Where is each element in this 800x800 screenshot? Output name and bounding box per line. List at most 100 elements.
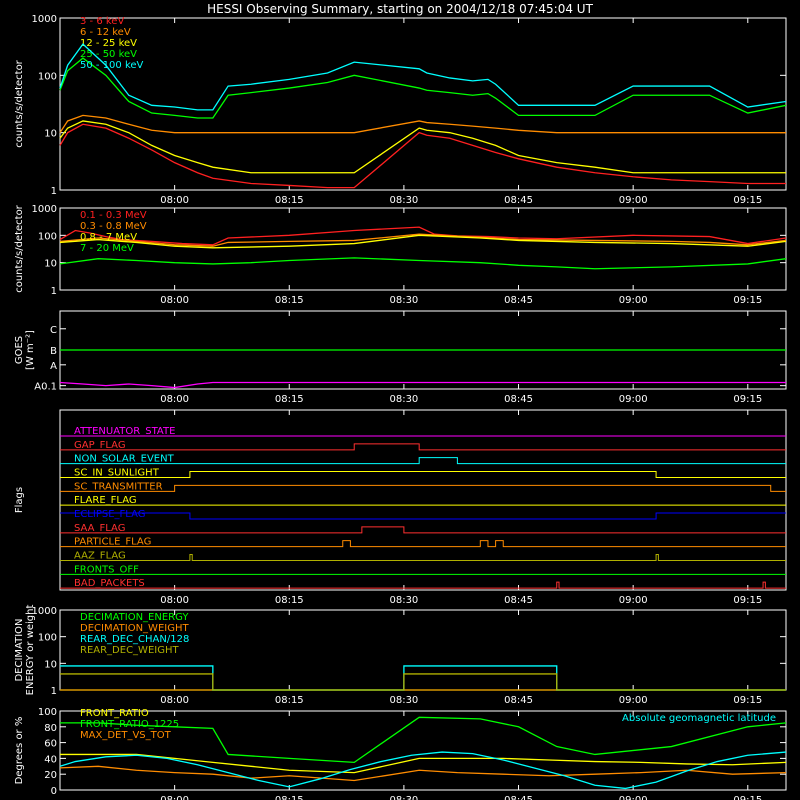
legend-entry: 0.3 - 0.8 MeV	[80, 221, 147, 232]
flag-line	[60, 443, 786, 451]
x-tick-label: 08:00	[160, 195, 189, 206]
flag-label: BAD_PACKETS	[74, 578, 145, 589]
y-tick-label: 10	[44, 259, 57, 270]
flag-line	[60, 484, 786, 492]
x-tick-label: 08:30	[389, 695, 418, 706]
series-line	[59, 43, 787, 111]
series-line	[59, 257, 787, 270]
x-tick-label: 09:15	[733, 695, 762, 706]
series-line	[59, 233, 787, 247]
x-tick-label: 09:00	[619, 795, 648, 800]
x-tick-label: 08:00	[160, 595, 189, 606]
x-tick-label: 08:45	[504, 595, 533, 606]
y-tick-label: 1	[51, 686, 57, 697]
x-tick-label: 08:15	[275, 195, 304, 206]
y-tick-label: A	[50, 361, 57, 372]
panel-ratio: 0 20 40 60 80 100 Degrees or % 08:00 08:15 08:30 0…	[14, 707, 787, 800]
x-tick-label: 08:15	[275, 394, 304, 405]
x-tick-label: 09:00	[619, 195, 648, 206]
legend-entry: 3 - 6 keV	[80, 16, 124, 27]
x-tick-label: 08:00	[160, 795, 189, 800]
series-line	[59, 381, 786, 389]
legend-entry: FRONT_RATIO_1225	[80, 719, 179, 730]
series-line	[59, 123, 786, 189]
panel-frame	[59, 17, 787, 191]
legend-entry: 6 - 12 keV	[80, 27, 131, 38]
y-tick-label: 0	[51, 786, 57, 797]
y-tick-label: 1000	[32, 204, 57, 215]
series-line	[59, 120, 786, 174]
legend-entry: REAR_DEC_WEIGHT	[80, 645, 179, 656]
panel-hi-energy: 1 10 100 1000 counts/s/detector 08:00 08:15 08:…	[14, 204, 787, 306]
flag-line	[60, 581, 786, 589]
flag-label: GAP_FLAG	[74, 440, 126, 451]
chart-title: HESSI Observing Summary, starting on 200…	[207, 2, 593, 16]
x-tick-label: 09:15	[733, 595, 762, 606]
annotation-label: Absolute geomagnetic latitude	[622, 713, 776, 724]
y-tick-label: 10	[44, 659, 57, 670]
flag-label: ATTENUATOR_STATE	[74, 426, 175, 437]
flag-line	[60, 554, 786, 561]
flag-line	[60, 512, 786, 520]
y-tick-label: 80	[44, 723, 57, 734]
y-tick-label: 100	[38, 633, 57, 644]
y-tick-label: 1000	[32, 606, 57, 617]
flag-label: PARTICLE_FLAG	[74, 537, 151, 548]
flag-label: AAZ_FLAG	[74, 551, 126, 562]
y-tick-label: 1000	[32, 14, 57, 25]
series-line	[59, 765, 787, 782]
series-line	[59, 226, 787, 246]
x-tick-label: 08:00	[160, 394, 189, 405]
y-tick-label: 60	[44, 739, 57, 750]
x-tick-label: 08:15	[275, 695, 304, 706]
x-tick-label: 08:45	[504, 795, 533, 800]
y-tick-label: 100	[38, 707, 57, 718]
legend-entry: DECIMATION_WEIGHT	[80, 623, 189, 634]
panel-decimation: 1 10 100 1000 DECIMATION ENERGY or weight 08:0…	[14, 605, 787, 706]
panel-frame	[59, 710, 787, 791]
flag-label: SC_IN_SUNLIGHT	[74, 468, 160, 479]
flag-label: FRONTS_OFF	[74, 564, 139, 575]
flag-line	[60, 540, 786, 548]
x-tick-label: 09:15	[733, 295, 762, 306]
legend-entry: 0.1 - 0.3 MeV	[80, 210, 147, 221]
y-axis-label: counts/s/detector	[14, 59, 25, 147]
panel-frame	[59, 409, 787, 591]
x-tick-label: 09:00	[619, 295, 648, 306]
x-tick-label: 08:15	[275, 295, 304, 306]
x-tick-label: 08:45	[504, 295, 533, 306]
series-line	[59, 751, 787, 790]
legend-entry: DECIMATION_ENERGY	[80, 612, 189, 623]
y-tick-label: 40	[44, 754, 57, 765]
series-line	[60, 753, 787, 774]
flag-label: SC_TRANSMITTER	[74, 481, 163, 492]
legend-entry: FRONT_RATIO	[80, 708, 149, 719]
x-tick-label: 09:00	[619, 394, 648, 405]
y-axis-label: Flags	[14, 487, 25, 513]
x-tick-label: 08:30	[389, 195, 418, 206]
series-line	[60, 673, 786, 691]
legend-entry: 7 - 20 MeV	[80, 243, 134, 254]
x-tick-label: 08:45	[504, 195, 533, 206]
x-tick-label: 08:00	[160, 295, 189, 306]
y-tick-label: 1	[51, 286, 57, 297]
x-tick-label: 08:30	[389, 795, 418, 800]
x-tick-label: 08:30	[389, 295, 418, 306]
x-tick-label: 08:00	[160, 695, 189, 706]
y-axis-label: Degrees or %	[14, 717, 25, 785]
panel-goes: A0.1 ABC GOES [W m⁻²] 08:00 08:15 08:30 08:45 09…	[14, 310, 787, 405]
series-line	[59, 234, 787, 249]
x-tick-label: 08:30	[389, 394, 418, 405]
legend-entry: 0.8 - 7 MeV	[80, 232, 137, 243]
flag-line	[60, 471, 786, 478]
x-tick-label: 08:15	[275, 595, 304, 606]
y-tick-label: 20	[44, 770, 57, 781]
flag-label: SAA_FLAG	[74, 523, 125, 534]
y-tick-label: 100	[38, 71, 57, 82]
y-axis-label: GOES	[14, 336, 25, 364]
x-tick-label: 09:15	[733, 795, 762, 800]
panel-frame	[59, 207, 787, 291]
legend-entry: REAR_DEC_CHAN/128	[80, 634, 189, 645]
